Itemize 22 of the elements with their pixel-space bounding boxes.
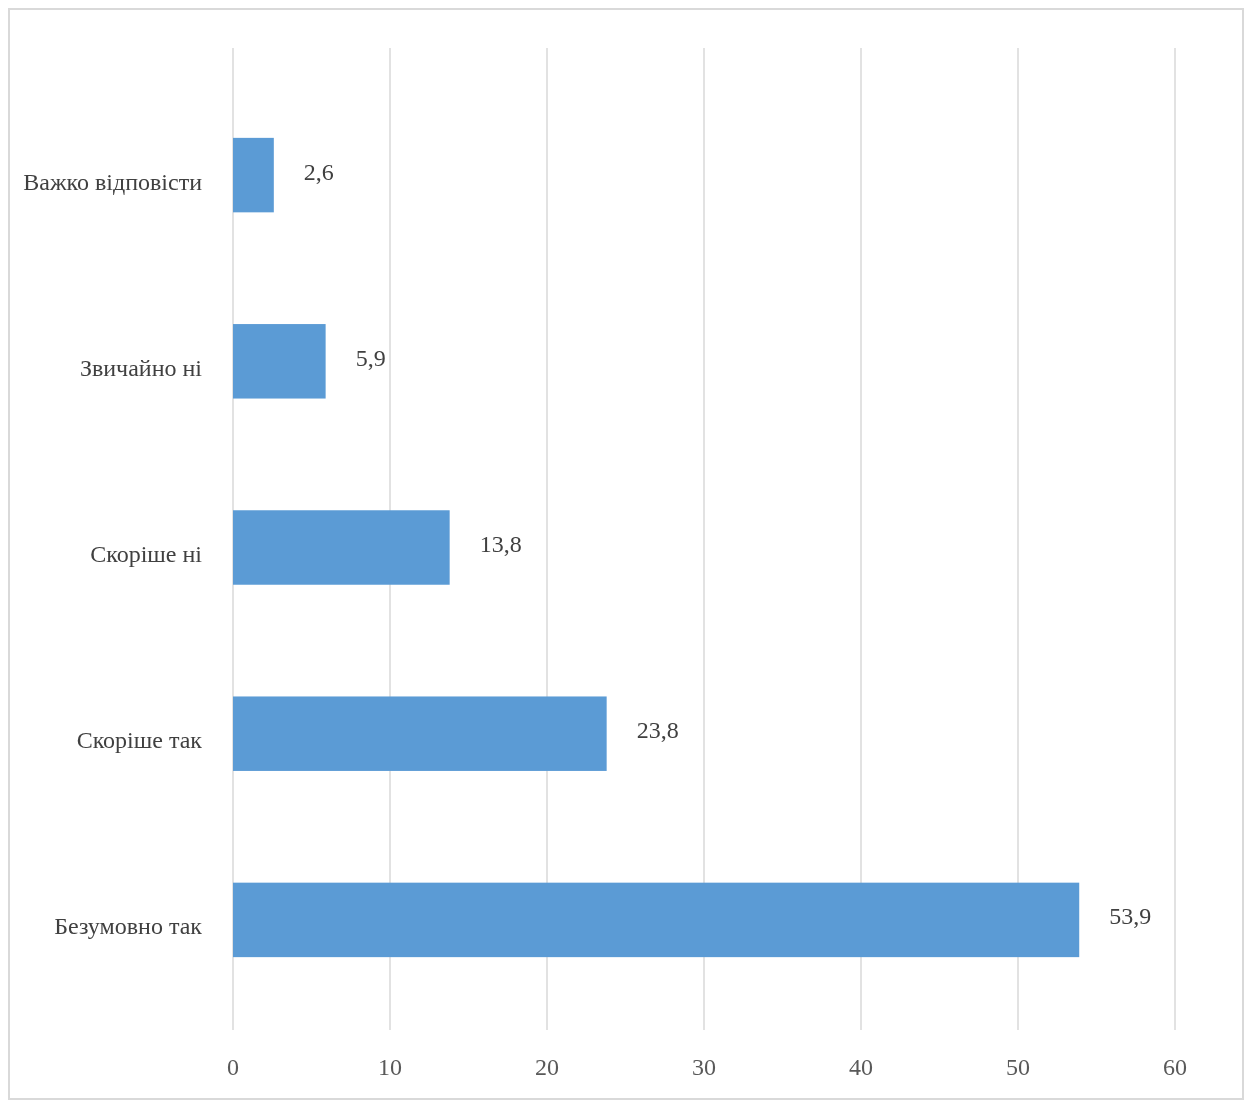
data-label: 53,9 xyxy=(1109,903,1152,930)
bar xyxy=(233,324,326,399)
x-tick-label: 30 xyxy=(692,1054,716,1081)
data-label: 23,8 xyxy=(636,717,679,744)
x-tick-label: 40 xyxy=(849,1054,873,1081)
y-tick-label: Скоріше так xyxy=(76,727,203,754)
y-tick-label: Безумовно так xyxy=(54,913,203,940)
x-tick-label: 0 xyxy=(227,1054,239,1081)
data-label: 5,9 xyxy=(355,344,386,371)
bar xyxy=(233,510,450,585)
x-tick-label: 20 xyxy=(535,1054,559,1081)
x-tick-label: 10 xyxy=(378,1054,402,1081)
x-tick-label: 60 xyxy=(1163,1054,1187,1081)
bar xyxy=(233,696,607,771)
data-label: 2,6 xyxy=(303,158,334,185)
y-tick-label: Звичайно ні xyxy=(79,354,203,381)
x-tick-label: 50 xyxy=(1006,1054,1030,1081)
y-tick-label: Скоріше ні xyxy=(90,540,203,567)
data-label: 13,8 xyxy=(479,530,522,557)
y-tick-label: Важко відповісти xyxy=(23,168,203,195)
bar xyxy=(233,137,274,213)
bar xyxy=(233,882,1080,958)
